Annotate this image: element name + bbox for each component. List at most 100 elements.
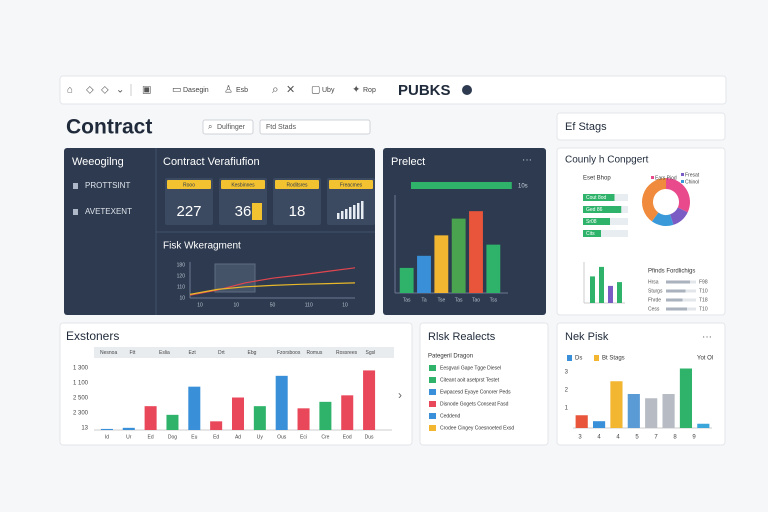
x-tick-label: 3	[578, 435, 582, 441]
bar	[363, 370, 376, 430]
row-bar	[583, 230, 601, 237]
kpi-card	[273, 178, 321, 225]
bar	[144, 406, 157, 430]
column-header: Ezt	[189, 350, 197, 356]
icon-box[interactable]: ▢	[311, 85, 320, 96]
legend-swatch	[681, 180, 684, 183]
bar	[253, 406, 266, 430]
scroll-arrow[interactable]: ›	[398, 388, 402, 402]
panel-title: Counly h Conpgert	[565, 155, 649, 166]
mini-bar	[599, 266, 604, 303]
bar	[275, 375, 288, 430]
list-label: Hrsa	[648, 279, 659, 285]
mini-bar	[617, 282, 622, 303]
icon-folder[interactable]: ▭	[172, 85, 181, 96]
mini-bar	[608, 285, 613, 303]
spark-bar	[349, 207, 352, 219]
legend-label: Citeant aoit asetprst Testet	[440, 377, 500, 383]
panel-title: Fisk Wkeragment	[163, 241, 241, 252]
donut-slice	[670, 207, 688, 225]
kpi-label: Roditsres	[286, 182, 308, 188]
x-tick-label: Ed	[148, 434, 154, 440]
legend-label: Ears Piod	[655, 175, 677, 181]
bar	[399, 267, 414, 293]
x-tick-label: 10	[342, 302, 348, 308]
mini-bar	[590, 276, 595, 303]
legend-label: Ewpacesd Eyaye Conorer Peds	[440, 389, 511, 395]
column-header: Nesnoa	[100, 350, 117, 356]
x-tick-label: 8	[673, 435, 677, 441]
kpi-value: 36	[235, 203, 252, 220]
sidebar-title: Weeogilng	[72, 156, 124, 168]
sidebar-item[interactable]: AVETEXENT	[85, 207, 132, 216]
x-tick-label: Tss	[490, 297, 498, 303]
kpi-tag	[275, 180, 319, 189]
bar	[341, 395, 354, 430]
corner-label: Yot Ol	[697, 356, 713, 362]
bar	[297, 408, 310, 430]
more-menu[interactable]: ···	[702, 332, 712, 343]
x-tick-label: Dus	[365, 434, 374, 440]
y-tick-label: 110	[177, 284, 185, 290]
x-tick-label: Id	[105, 434, 109, 440]
kpi-value: 18	[289, 203, 306, 220]
legend-swatch	[651, 176, 654, 179]
x-tick-label: Ta	[421, 297, 427, 303]
icon-pin[interactable]: ✦	[352, 85, 360, 96]
list-value: T10	[699, 306, 708, 312]
legend-swatch	[429, 401, 436, 407]
panel-title: Contract Verafiufion	[163, 156, 260, 168]
icon-user[interactable]: ♙	[224, 85, 233, 96]
bar	[451, 218, 466, 293]
bar	[486, 244, 501, 293]
icon-back[interactable]: ◇	[86, 85, 94, 96]
list-label: Cess	[648, 306, 660, 312]
icon-doc[interactable]: ▣	[142, 85, 151, 96]
progress-label: 10s	[518, 184, 528, 190]
icon-search[interactable]: ⌕	[272, 82, 279, 96]
line-series	[189, 282, 356, 295]
list-value: T18	[699, 297, 708, 303]
kpi-card	[165, 178, 213, 225]
legend-swatch	[429, 413, 436, 419]
x-tick-label: Cre	[321, 434, 329, 440]
x-tick-label: 7	[654, 435, 658, 441]
row-label: Sr08	[586, 219, 597, 225]
x-tick-label: Ed	[213, 434, 219, 440]
icon-menu[interactable]: ⌄	[116, 85, 124, 96]
list-bar	[666, 298, 683, 302]
x-tick-label: Ur	[126, 434, 132, 440]
donut-slice	[641, 178, 666, 222]
spark-bar	[341, 211, 344, 219]
icon-home[interactable]: ⌂	[67, 85, 73, 96]
legend-label: Ds	[575, 356, 582, 362]
column-header: Rossrees	[336, 350, 358, 356]
row-label: Ged 86	[586, 207, 603, 213]
risk-projects-panel	[419, 322, 549, 446]
legend-swatch	[429, 425, 436, 431]
spark-bar	[353, 205, 356, 219]
y-tick-label: 1 100	[73, 381, 89, 387]
row-label: Cits	[586, 231, 595, 237]
y-tick-label: 180	[177, 262, 186, 268]
column-header: Fzorsboos	[277, 350, 301, 356]
y-tick-label: 10	[179, 295, 185, 301]
bar	[469, 211, 483, 293]
filter-box[interactable]	[259, 119, 371, 135]
search-box[interactable]	[202, 119, 254, 135]
more-menu[interactable]: ···	[522, 155, 532, 166]
icon-forward[interactable]: ◇	[101, 85, 109, 96]
x-tick-label: Dog	[168, 434, 177, 440]
sidebar-item[interactable]: PROTTSINT	[85, 181, 130, 190]
panel-title: Exstoners	[66, 329, 119, 343]
x-tick-label: 4	[616, 435, 620, 441]
kpi-label: Freacmes	[340, 182, 363, 188]
bar	[434, 235, 449, 293]
x-tick-label: 50	[270, 302, 276, 308]
x-tick-label: Eci	[300, 434, 307, 440]
legend-label: Eesgvari Gape Tgge Diesel	[440, 365, 501, 371]
bar	[210, 421, 223, 430]
table-header	[94, 347, 394, 358]
icon-close[interactable]: ✕	[286, 84, 295, 96]
